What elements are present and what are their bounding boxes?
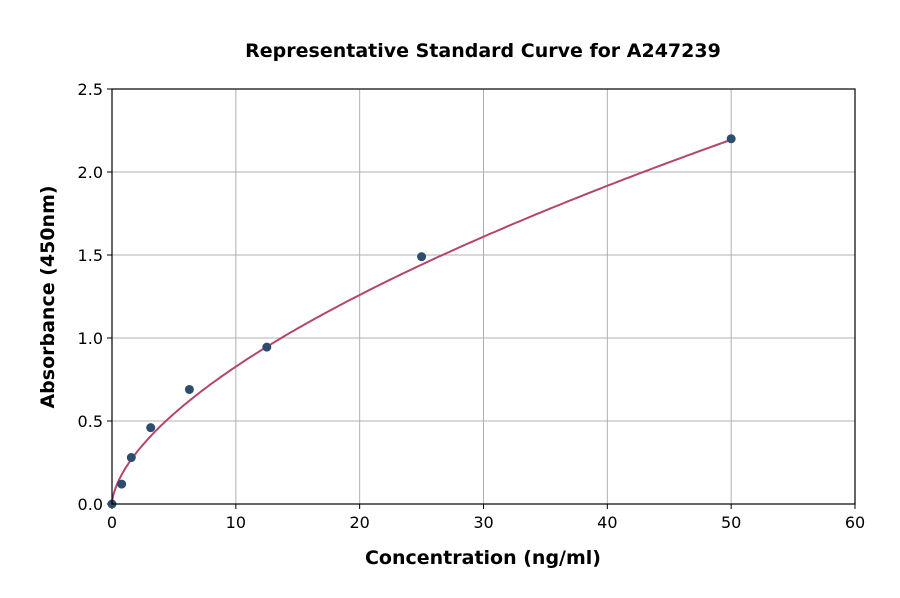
- y-tick-label: 1.5: [78, 246, 103, 265]
- y-tick-label: 0.5: [78, 412, 103, 431]
- data-point: [417, 252, 427, 262]
- x-tick-label: 30: [473, 513, 493, 532]
- data-point: [146, 423, 156, 433]
- data-point: [262, 342, 272, 352]
- y-tick-label: 2.0: [78, 163, 103, 182]
- x-tick-label: 0: [107, 513, 117, 532]
- chart-title: Representative Standard Curve for A24723…: [245, 40, 721, 62]
- data-point: [117, 479, 127, 489]
- y-tick-label: 0.0: [78, 495, 103, 514]
- plot-frame: [111, 88, 856, 505]
- y-axis-label: Absorbance (450nm): [37, 185, 59, 408]
- data-point: [726, 134, 736, 144]
- data-point: [126, 453, 136, 463]
- fit-curve: [111, 138, 732, 505]
- y-tick-label: 1.0: [78, 329, 103, 348]
- data-point: [184, 384, 194, 394]
- x-tick-label: 60: [845, 513, 865, 532]
- y-tick-label: 2.5: [78, 80, 103, 99]
- x-tick-label: 50: [721, 513, 741, 532]
- x-tick-label: 40: [597, 513, 617, 532]
- x-tick-label: 10: [226, 513, 246, 532]
- x-tick-label: 20: [349, 513, 369, 532]
- x-axis-label: Concentration (ng/ml): [365, 547, 601, 569]
